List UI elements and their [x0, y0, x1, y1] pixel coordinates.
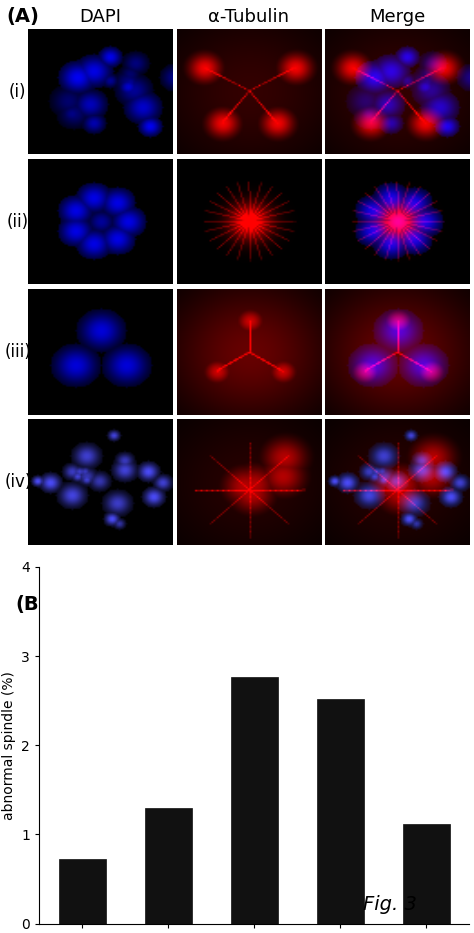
Text: (B): (B) [15, 595, 47, 615]
Text: Fig. 3: Fig. 3 [363, 896, 417, 914]
Text: (ii): (ii) [7, 213, 29, 230]
Bar [317, 699, 364, 924]
Bar [230, 677, 278, 924]
Text: Merge: Merge [369, 7, 425, 26]
Text: DAPI: DAPI [79, 7, 121, 26]
Y-axis label: Mitotic cells with
abnormal spindle (%): Mitotic cells with abnormal spindle (%) [0, 671, 16, 820]
Bar [145, 808, 192, 924]
Bar [58, 859, 106, 924]
Bar [402, 824, 450, 924]
Text: (A): (A) [7, 7, 39, 26]
Text: α-Tubulin: α-Tubulin [208, 7, 289, 26]
Text: (iii): (iii) [4, 342, 31, 360]
Text: (iv): (iv) [4, 473, 32, 491]
Text: (i): (i) [9, 82, 27, 101]
